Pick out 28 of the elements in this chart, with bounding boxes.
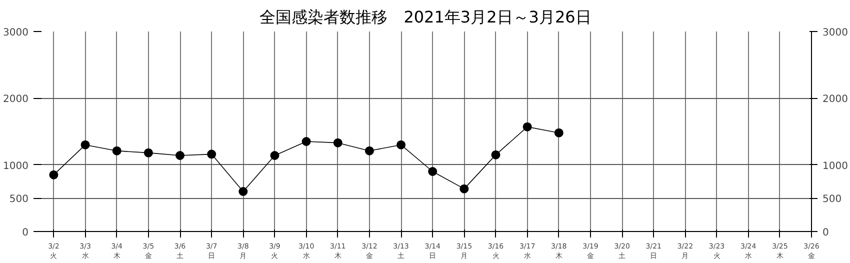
point [144, 148, 153, 158]
chart-title: 全国感染者数推移 2021年3月2日～3月26日 [260, 8, 592, 26]
point [80, 140, 90, 150]
point [554, 128, 564, 138]
y-tick-label: 1000 [3, 160, 29, 172]
y2-tick-label: 1000 [822, 160, 848, 172]
point [522, 122, 532, 132]
y2-tick-label: 500 [822, 194, 842, 206]
point [396, 140, 406, 150]
point [270, 151, 280, 160]
point [491, 150, 500, 160]
y-tick-label: 0 [22, 228, 29, 238]
point [460, 184, 469, 194]
y-tick-label: 3000 [3, 28, 29, 38]
point [364, 146, 374, 156]
point [112, 146, 122, 156]
y-tick-label: 2000 [3, 94, 29, 106]
y2-tick-label: 2000 [822, 94, 848, 106]
point [176, 151, 185, 160]
point [238, 187, 248, 196]
point [333, 138, 342, 148]
point [49, 170, 58, 180]
point [302, 137, 311, 146]
y2-tick-label: 0 [822, 228, 829, 238]
y-tick-label: 500 [9, 194, 29, 206]
y2-tick-label: 3000 [822, 28, 848, 38]
point [207, 150, 216, 159]
point [428, 167, 438, 176]
